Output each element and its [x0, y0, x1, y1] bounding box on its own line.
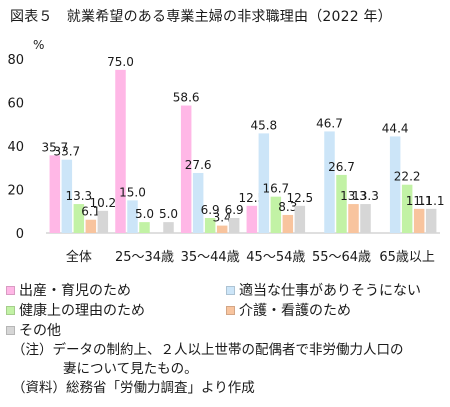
legend-label-other: その他 — [19, 323, 61, 339]
bar-other — [294, 205, 306, 233]
legend-item-other: その他 — [6, 320, 61, 340]
bar-care — [413, 208, 425, 233]
data-label: 5.0 — [159, 207, 178, 221]
data-label: 11.1 — [418, 194, 445, 208]
data-label: 12.5 — [286, 191, 313, 205]
data-label: 6.9 — [201, 203, 220, 217]
legend-label-childbirth: 出産・育児のため — [19, 283, 131, 299]
figure-notes: （注）データの制約上、２人以上世帯の配偶者で非労働力人口の 妻について見たもの。… — [12, 341, 404, 398]
data-label: 6.1 — [81, 205, 100, 219]
y-tick-label: 80 — [7, 53, 24, 68]
bar-childbirth — [246, 205, 258, 233]
category-label: 45～54歳 — [246, 250, 305, 265]
bar-childbirth — [115, 69, 126, 233]
y-tick-label: 0 — [16, 227, 24, 242]
category-label: 全体 — [66, 249, 92, 265]
bar-health — [139, 222, 150, 233]
bar-health — [401, 184, 413, 233]
bar-no-suitable-job — [258, 133, 270, 233]
bar-care — [85, 219, 97, 233]
legend-item-care: 介護・看護のため — [226, 300, 351, 320]
data-label: 13.3 — [65, 189, 92, 203]
bar-other — [163, 222, 174, 233]
data-label: 5.0 — [135, 207, 154, 221]
bar-other — [360, 204, 371, 233]
bar-no-suitable-job — [324, 131, 335, 233]
category-label: 55～64歳 — [312, 250, 371, 265]
category-label: 35～44歳 — [181, 250, 240, 265]
data-label: 3.4 — [213, 211, 232, 225]
data-label: 45.8 — [250, 118, 277, 132]
category-label: 25～34歳 — [115, 250, 174, 265]
legend-swatch-childbirth — [6, 285, 15, 295]
y-unit-label: % — [33, 38, 44, 52]
y-tick-label: 60 — [7, 97, 24, 112]
data-label: 11.1 — [406, 194, 433, 208]
figure-title: 図表５ 就業希望のある専業主婦の非求職理由（2022 年） — [10, 9, 392, 25]
bar-other — [425, 208, 437, 233]
data-label: 15.0 — [119, 185, 146, 199]
legend-swatch-health — [6, 305, 15, 315]
data-label: 13.3 — [352, 189, 379, 203]
bar-health — [336, 174, 347, 233]
note-line-2: 妻について見たもの。 — [63, 361, 198, 377]
legend-item-health: 健康上の理由のため — [6, 300, 145, 320]
legend-item-childbirth: 出産・育児のため — [6, 280, 131, 300]
legend-label-care: 介護・看護のため — [239, 303, 351, 319]
data-label: 44.4 — [382, 121, 409, 135]
bar-no-suitable-job — [61, 159, 73, 233]
bar-no-suitable-job — [389, 136, 401, 233]
data-label: 13.3 — [340, 189, 367, 203]
data-label: 26.7 — [328, 160, 355, 174]
bar-other — [228, 217, 240, 233]
data-label: 35.7 — [41, 140, 68, 154]
legend-swatch-other — [6, 325, 15, 335]
data-label: 16.7 — [262, 182, 289, 196]
bar-health — [204, 217, 216, 233]
note-line-1: （注）データの制約上、２人以上世帯の配偶者で非労働力人口の — [12, 342, 404, 358]
data-label: 46.7 — [316, 116, 343, 130]
bar-health — [270, 196, 282, 233]
bar-no-suitable-job — [192, 172, 204, 233]
data-label: 33.7 — [53, 145, 80, 159]
data-label: 8.3 — [278, 200, 297, 214]
bar-childbirth — [49, 155, 61, 233]
source-note: （資料）総務省「労働力調査」より作成 — [12, 380, 255, 396]
bar-care — [348, 204, 359, 233]
data-label: 75.0 — [107, 55, 134, 69]
legend-label-health: 健康上の理由のため — [19, 303, 145, 319]
legend-swatch-care — [226, 305, 235, 315]
y-tick-label: 20 — [7, 184, 24, 199]
legend-label-no-suitable-job: 適当な仕事がありそうにない — [239, 283, 421, 299]
data-label: 22.2 — [394, 170, 421, 184]
data-label: 6.9 — [225, 203, 244, 217]
y-tick-label: 40 — [7, 140, 24, 155]
bar-childbirth — [180, 105, 192, 233]
bar-no-suitable-job — [127, 200, 138, 233]
data-label: 12.5 — [238, 191, 265, 205]
bar-care — [216, 225, 228, 233]
category-label: 65歳以上 — [379, 250, 435, 265]
bar-chart: 0 20 40 60 80% 35.733.7 13.3 6.110.2 全体 75.0 15.0 5… — [7, 38, 445, 265]
bar-health — [73, 204, 85, 233]
legend-swatch-no-suitable-job — [226, 285, 235, 295]
data-label: 10.2 — [89, 196, 116, 210]
bar-care — [282, 214, 294, 233]
data-label: 27.6 — [185, 158, 212, 172]
legend-item-no-suitable-job: 適当な仕事がありそうにない — [226, 280, 421, 300]
data-label: 58.6 — [173, 91, 200, 105]
bar-other — [97, 210, 109, 233]
